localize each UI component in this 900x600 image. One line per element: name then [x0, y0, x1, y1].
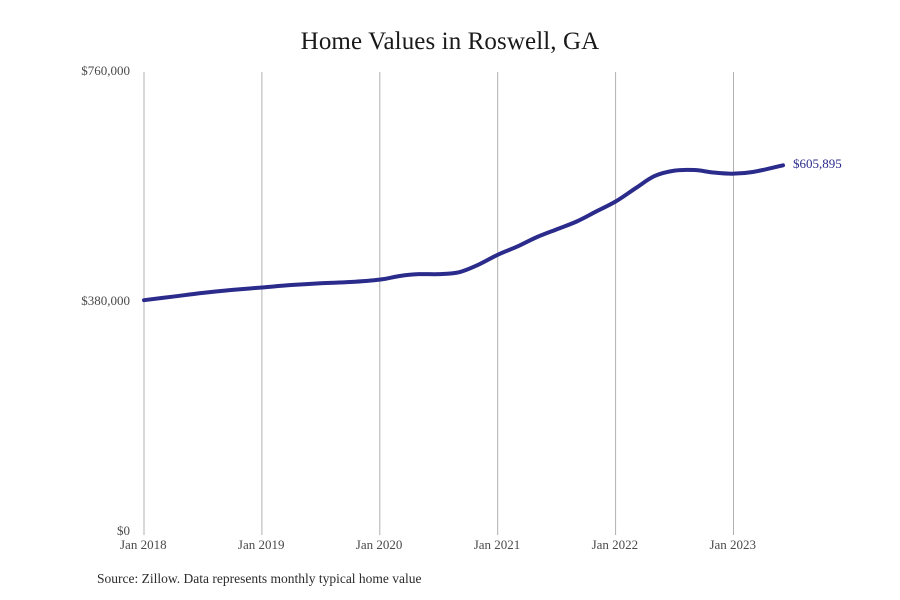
x-axis-tick-label: Jan 2023	[709, 537, 757, 552]
chart-footnote: Source: Zillow. Data represents monthly …	[97, 571, 422, 586]
y-axis-tick-label: $380,000	[81, 293, 130, 308]
y-axis-tick-label: $0	[117, 523, 130, 538]
endpoint-value-label: $605,895	[793, 156, 842, 172]
y-axis-tick-label: $760,000	[81, 63, 130, 78]
x-axis-tick-label: Jan 2021	[473, 537, 521, 552]
x-axis-tick-label: Jan 2019	[237, 537, 285, 552]
x-axis-tick-label: Jan 2018	[120, 537, 167, 552]
x-axis-tick-label: Jan 2022	[591, 537, 639, 552]
x-axis-tick-label: Jan 2020	[355, 537, 403, 552]
gridline-group	[143, 72, 734, 535]
data-series-line	[142, 163, 785, 303]
chart-title: Home Values in Roswell, GA	[300, 28, 600, 55]
